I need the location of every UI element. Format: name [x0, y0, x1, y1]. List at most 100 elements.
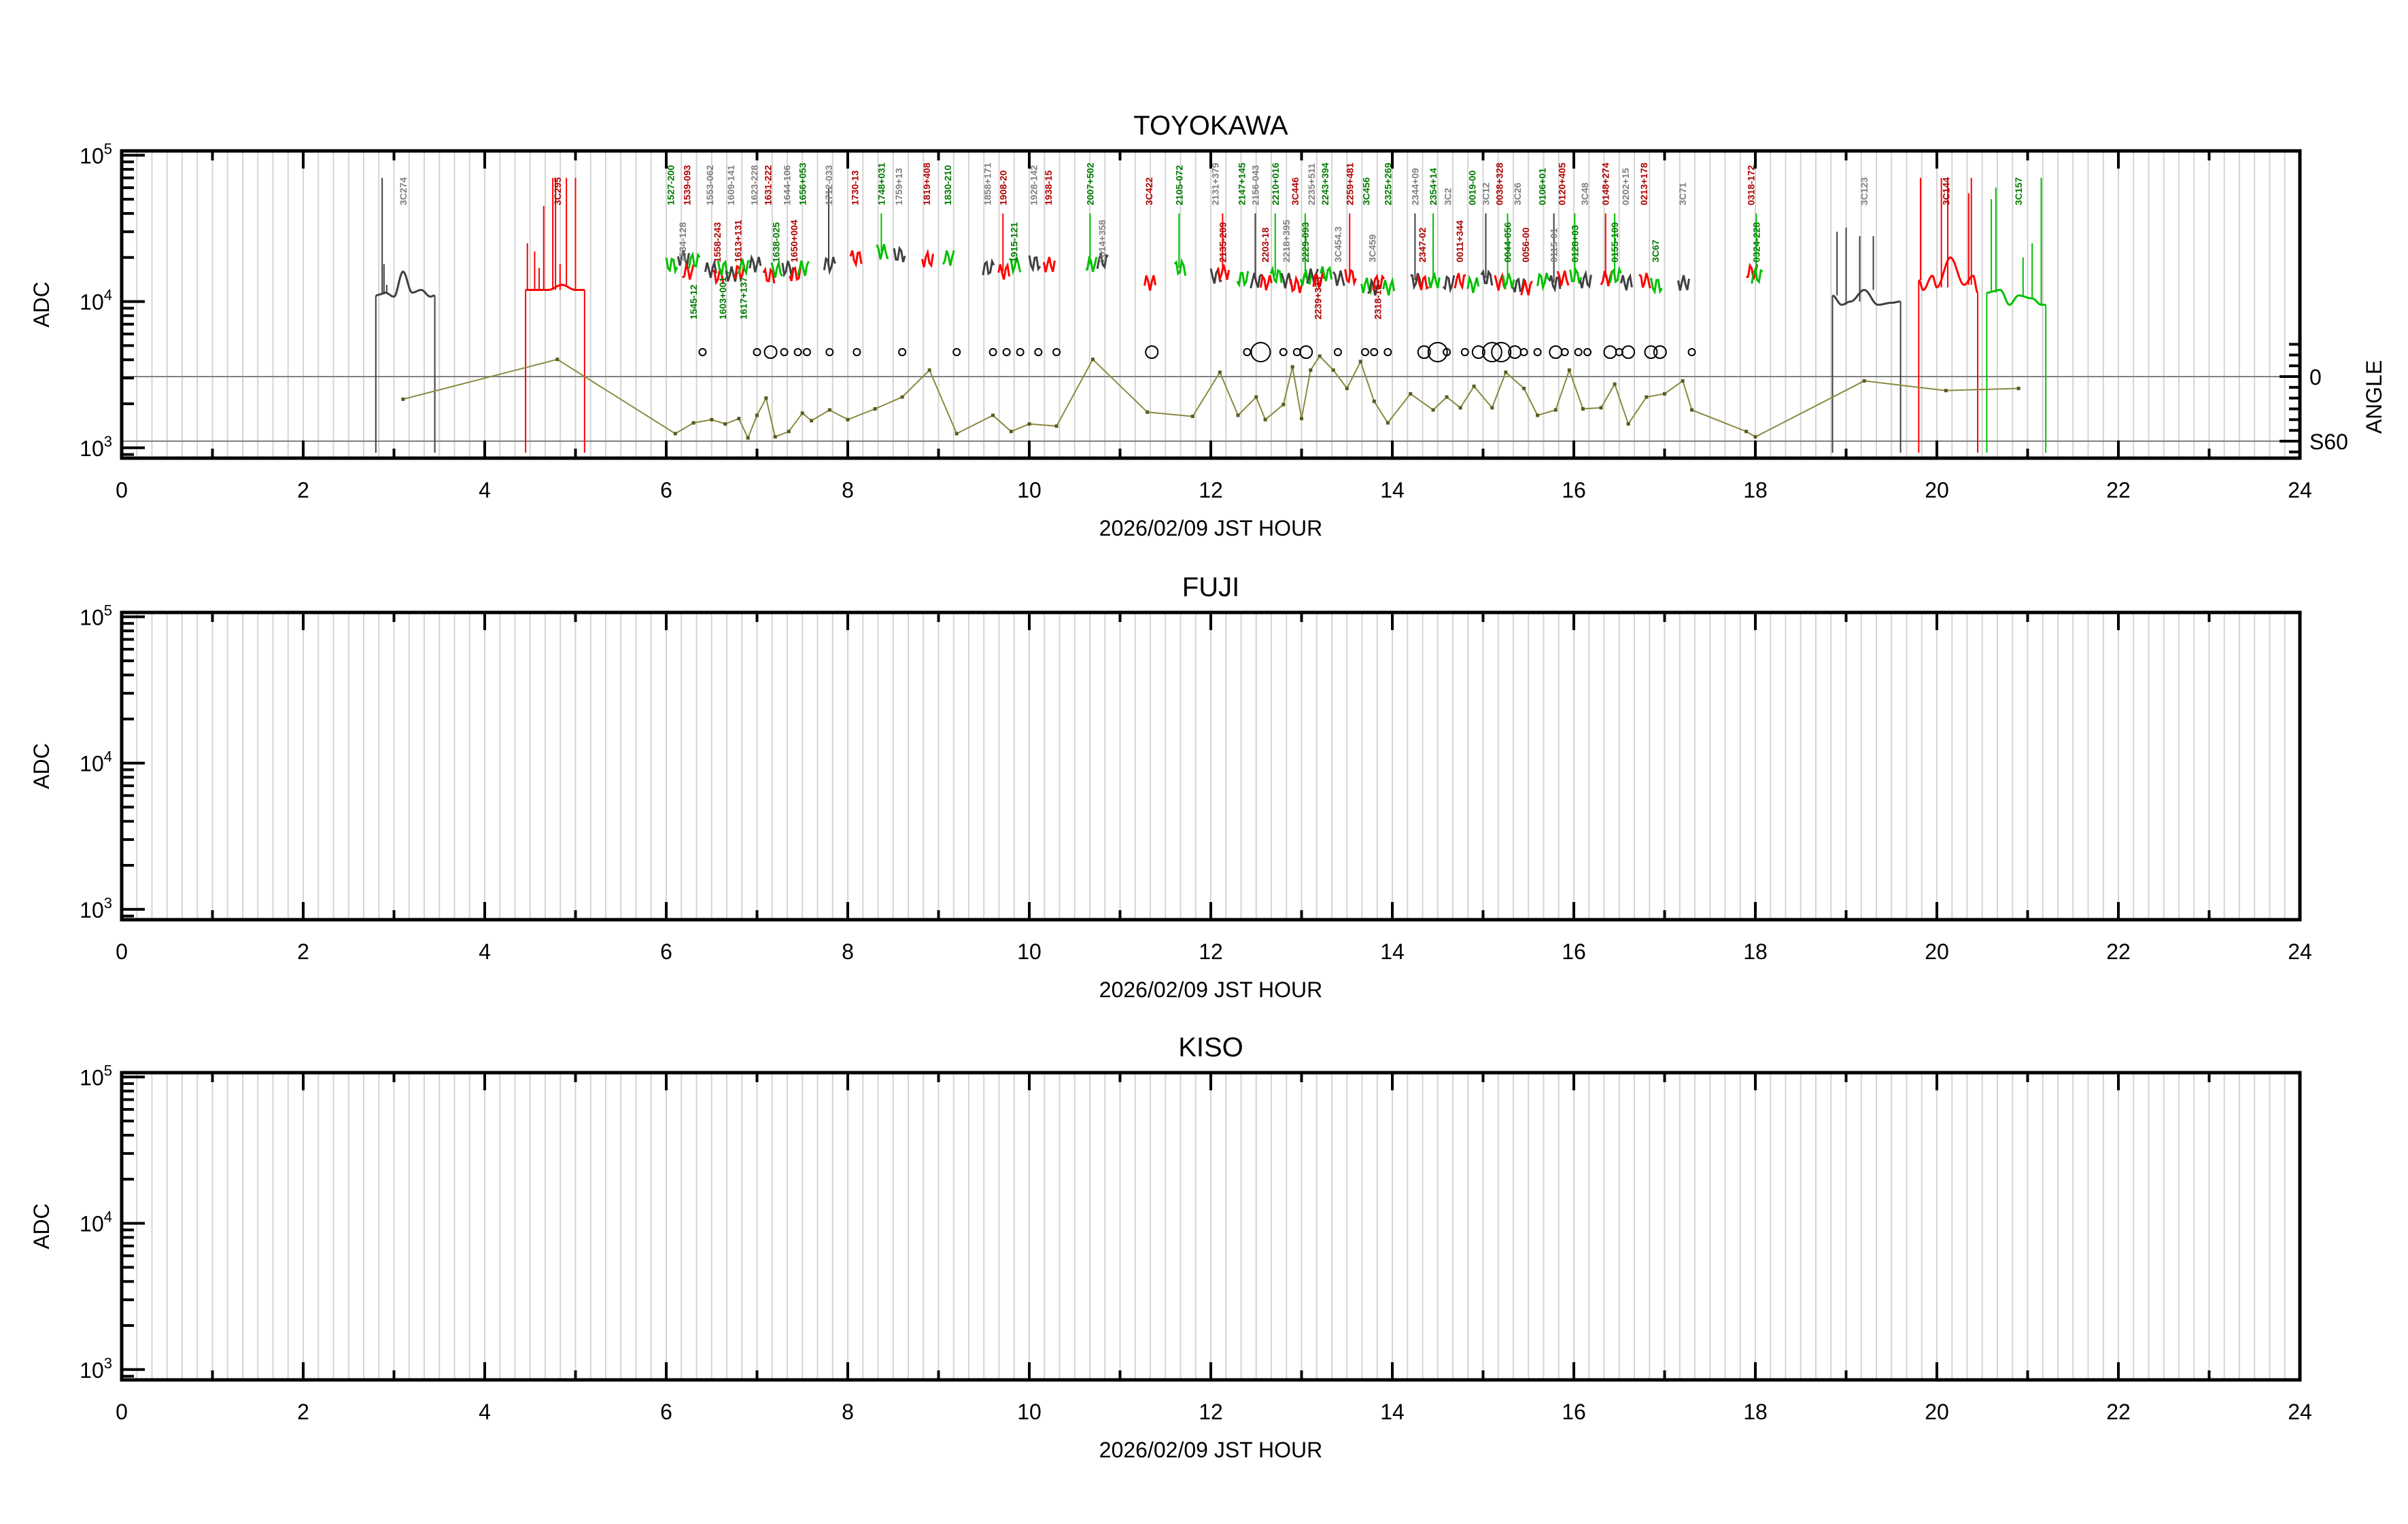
source-label: 1748+031	[876, 162, 887, 205]
source-label: 3C295	[552, 177, 563, 205]
x-tick-label: 10	[1017, 478, 1042, 502]
x-tick-label: 14	[1380, 478, 1405, 502]
angle-point	[1431, 408, 1435, 412]
source-label: 2210+016	[1270, 162, 1281, 205]
x-tick-label: 14	[1380, 939, 1405, 964]
source-label: 3C144	[1940, 177, 1951, 205]
x-tick-label: 18	[1743, 1400, 1768, 1424]
trace-3C274	[375, 177, 436, 453]
beam-marker	[988, 348, 997, 356]
fragment-line	[1442, 275, 1456, 294]
y-tick-exponent: 4	[104, 1209, 112, 1226]
x-tick-label: 2	[297, 1400, 309, 1424]
fragment-2243+394	[1320, 265, 1333, 281]
angle-point	[1944, 389, 1948, 393]
fragment-1928-142	[1028, 255, 1042, 273]
fragment-line	[1569, 266, 1583, 284]
source-label: 1553-062	[704, 165, 715, 205]
source-label: 0318-172	[1745, 165, 1756, 205]
fragment-line	[893, 245, 906, 262]
angle-tick-label: 0	[2309, 365, 2322, 389]
fragment-line	[1217, 264, 1231, 283]
fragment-line	[1638, 273, 1651, 289]
y-tick-exponent: 3	[104, 895, 112, 912]
source-label: 2235+511	[1306, 163, 1317, 205]
source-label: 2131+379	[1210, 162, 1221, 205]
source-label: 1830-210	[942, 165, 953, 205]
fragment-line	[665, 257, 678, 275]
angle-point	[1522, 386, 1526, 390]
beam-marker	[898, 348, 907, 356]
trace-line	[1832, 288, 1901, 306]
beam-marker	[1383, 348, 1392, 356]
fragment-3C446	[1290, 275, 1303, 294]
beam-marker	[1279, 348, 1288, 356]
fragment-0115-01	[1548, 213, 1562, 293]
angle-point	[1090, 358, 1095, 362]
angle-point	[1613, 382, 1617, 386]
fragment-line	[942, 249, 955, 266]
source-label: 1938-15	[1043, 170, 1054, 205]
fragment-line	[1290, 275, 1303, 294]
x-tick-label: 0	[116, 478, 128, 502]
fragment-line	[1312, 269, 1326, 290]
fragment-line	[1096, 250, 1109, 270]
fragment-1830-210	[942, 249, 955, 266]
fragment-line	[1410, 273, 1423, 290]
x-tick-label: 10	[1017, 1400, 1042, 1424]
source-label: 0019-00	[1466, 170, 1477, 205]
source-label: 2135-209	[1217, 222, 1228, 262]
angle-point	[723, 422, 727, 426]
angle-point	[755, 413, 759, 417]
fragment-1938-15	[1042, 256, 1056, 273]
angle-point	[1309, 368, 1313, 372]
beam-marker	[825, 348, 834, 356]
angle-tick-label: S60	[2309, 430, 2348, 454]
angle-point	[1300, 417, 1303, 421]
fragment-line	[1143, 275, 1157, 291]
source-label: 0155-109	[1609, 222, 1620, 262]
angle-point	[1445, 395, 1449, 399]
beam-marker	[1145, 345, 1159, 359]
beam-marker	[1460, 348, 1469, 356]
beam-marker	[1603, 345, 1617, 359]
angle-point	[1282, 402, 1286, 406]
fragment-2354+14	[1427, 213, 1441, 289]
source-label: 3C12	[1481, 182, 1492, 205]
trace-3C157	[1986, 177, 2047, 453]
fragment-1915-121	[1008, 256, 1022, 276]
angle-point	[764, 396, 768, 400]
fragment-line	[725, 266, 738, 282]
source-label: 0056-00	[1520, 227, 1531, 262]
y-tick-base: 10	[80, 752, 104, 776]
angle-point	[1345, 386, 1349, 390]
chart-title: KISO	[1178, 1033, 1243, 1062]
fragment-2014+358	[1096, 250, 1109, 270]
y-tick-base: 10	[80, 898, 104, 922]
x-tick-label: 6	[660, 1400, 672, 1424]
fragment-line	[1480, 269, 1494, 286]
angle-point	[1504, 370, 1508, 375]
fragment-line	[876, 243, 889, 260]
angle-point	[800, 411, 804, 415]
trace-3C123	[1831, 227, 1902, 453]
fragment-line	[1416, 275, 1430, 290]
fragment-line	[797, 260, 810, 276]
angle-point	[1009, 430, 1013, 434]
angle-point	[1190, 415, 1194, 419]
fragment-line	[1269, 265, 1283, 285]
y-tick-exponent: 5	[104, 140, 112, 157]
source-label: 2243+394	[1320, 162, 1330, 205]
source-label: 2007+502	[1084, 162, 1095, 205]
x-tick-label: 22	[2106, 478, 2131, 502]
fragment-2105-072	[1173, 213, 1187, 276]
beam-marker	[1644, 345, 1658, 359]
x-tick-label: 4	[479, 478, 491, 502]
beam-marker	[1560, 348, 1569, 356]
fragment-1759+13	[893, 245, 906, 262]
fragment-0155-109	[1609, 213, 1622, 284]
source-label: 0044-056	[1502, 222, 1513, 262]
source-label: 1858+171	[982, 162, 993, 205]
fragment-0044-056	[1502, 213, 1515, 290]
